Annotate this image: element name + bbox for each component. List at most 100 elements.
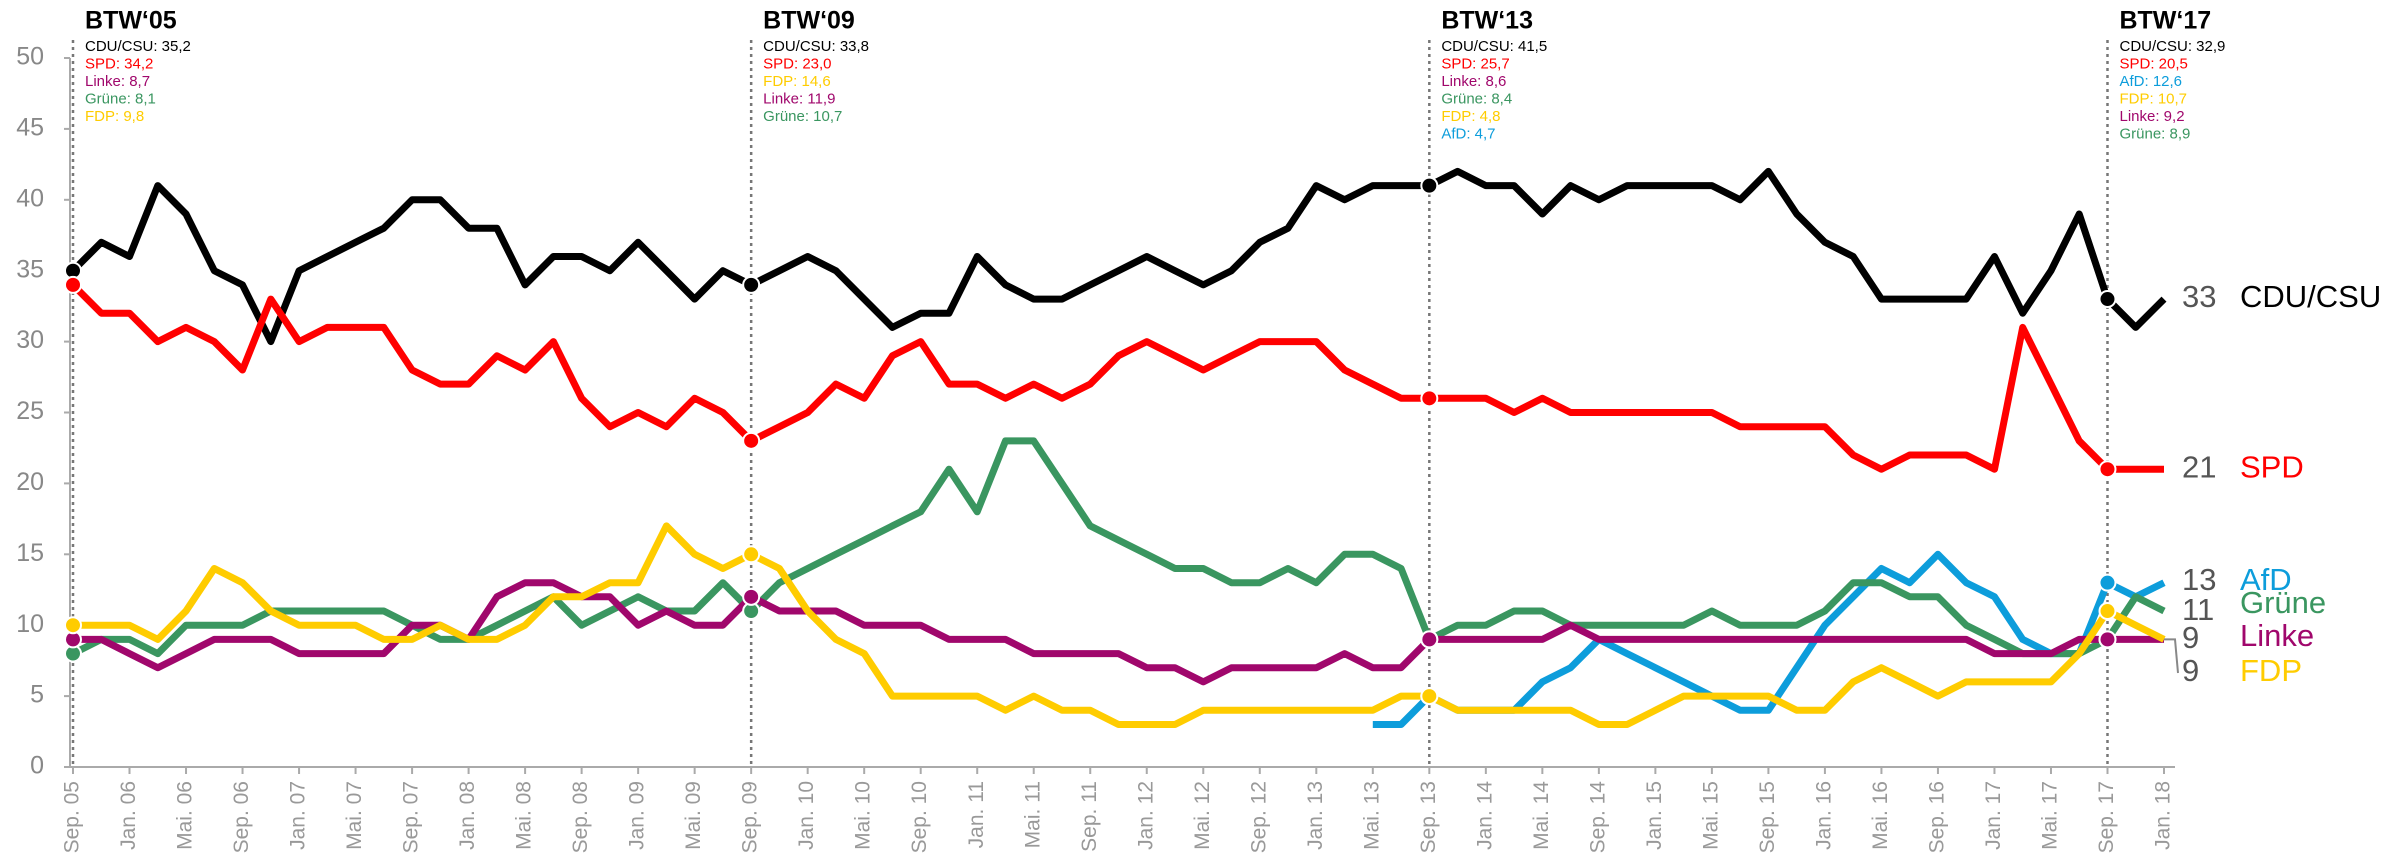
election-result: AfD: 4,7 — [1441, 125, 1495, 142]
series-line — [70, 167, 2167, 346]
election-result: Grüne: 10,7 — [763, 108, 842, 125]
election-result: CDU/CSU: 35,2 — [85, 38, 191, 55]
election-result: FDP: 4,8 — [1441, 108, 1500, 125]
x-tick-label: Sep. 13 — [1417, 781, 1440, 853]
election-marker — [742, 587, 761, 606]
end-value: 21 — [2182, 449, 2216, 484]
x-tick-label: Jan. 13 — [1304, 781, 1327, 850]
x-tick-label: Mai. 09 — [682, 781, 705, 850]
x-tick-label: Mai. 14 — [1530, 781, 1553, 850]
election-result: Grüne: 8,1 — [85, 90, 156, 107]
x-tick-label: Jan. 11 — [965, 781, 988, 848]
election-result: SPD: 23,0 — [763, 55, 831, 72]
x-tick-label: Mai. 16 — [1869, 781, 1892, 850]
end-value: 9 — [2182, 620, 2199, 655]
x-tick-label: Jan. 16 — [1812, 781, 1835, 850]
x-tick-label: Mai. 12 — [1191, 781, 1214, 850]
x-tick-label: Jan. 15 — [1643, 781, 1666, 850]
legend-label: Grüne — [2240, 585, 2326, 620]
end-value: 33 — [2182, 279, 2216, 314]
election-marker — [1420, 389, 1439, 408]
election-result: FDP: 9,8 — [85, 108, 144, 125]
y-tick-label: 15 — [16, 539, 44, 567]
y-tick-label: 20 — [16, 468, 44, 496]
y-tick-label: 5 — [30, 681, 44, 709]
series-line — [70, 282, 2164, 473]
y-tick-label: 25 — [16, 397, 44, 425]
election-result: Linke: 9,2 — [2119, 108, 2184, 125]
election-marker — [742, 275, 761, 294]
y-tick-label: 10 — [16, 610, 44, 638]
election-result: CDU/CSU: 33,8 — [763, 38, 869, 55]
x-tick-label: Mai. 06 — [174, 781, 197, 850]
series-line — [73, 579, 2164, 686]
election-marker — [2098, 290, 2117, 309]
election-title: BTW‘13 — [1441, 7, 1533, 35]
x-tick-label: Mai. 07 — [343, 781, 366, 850]
election-marker — [2098, 573, 2117, 592]
x-tick-label: Jan. 18 — [2152, 781, 2175, 850]
x-tick-label: Sep. 11 — [1078, 781, 1101, 852]
election-marker — [1420, 687, 1439, 706]
legend-label: SPD — [2240, 449, 2304, 484]
y-tick-label: 30 — [16, 326, 44, 354]
y-tick-label: 35 — [16, 255, 44, 283]
legend-label: Linke — [2240, 618, 2314, 653]
x-tick-label: Mai. 10 — [852, 781, 875, 850]
election-marker — [1420, 176, 1439, 195]
y-tick-label: 0 — [30, 752, 44, 780]
x-tick-label: Mai. 13 — [1360, 781, 1383, 850]
x-tick-label: Sep. 08 — [569, 781, 592, 853]
election-result: FDP: 14,6 — [763, 73, 831, 90]
end-value: 9 — [2182, 653, 2199, 688]
election-title: BTW‘09 — [763, 7, 855, 35]
y-tick-label: 50 — [16, 43, 44, 71]
y-tick-label: 45 — [16, 114, 44, 142]
x-tick-label: Mai. 17 — [2039, 781, 2062, 850]
election-marker — [2098, 602, 2117, 621]
x-tick-label: Jan. 09 — [626, 781, 649, 850]
election-result: Linke: 8,7 — [85, 73, 150, 90]
series-line — [73, 522, 2166, 728]
x-tick-label: Jan. 10 — [795, 781, 818, 850]
x-tick-label: Sep. 10 — [908, 781, 931, 853]
election-result: Grüne: 8,9 — [2119, 125, 2190, 142]
election-result: SPD: 25,7 — [1441, 55, 1509, 72]
x-tick-label: Jan. 07 — [287, 781, 310, 850]
legend-label: CDU/CSU — [2240, 279, 2381, 314]
legend-label: FDP — [2240, 653, 2302, 688]
election-result: Linke: 8,6 — [1441, 73, 1506, 90]
election-marker — [1420, 630, 1439, 649]
x-tick-label: Sep. 05 — [61, 781, 84, 853]
leader-line — [2164, 638, 2179, 674]
election-result: AfD: 12,6 — [2119, 73, 2182, 90]
election-marker — [64, 275, 82, 294]
x-tick-label: Jan. 12 — [1134, 781, 1157, 850]
x-tick-label: Sep. 16 — [1925, 781, 1948, 853]
election-marker — [742, 545, 761, 564]
election-marker — [2098, 630, 2117, 649]
election-title: BTW‘17 — [2119, 7, 2211, 35]
election-result: Linke: 11,9 — [763, 90, 835, 107]
election-marker — [742, 431, 761, 450]
x-tick-label: Jan. 08 — [456, 781, 479, 850]
election-title: BTW‘05 — [85, 7, 177, 35]
x-tick-label: Sep. 06 — [230, 781, 253, 853]
x-tick-label: Sep. 14 — [1586, 781, 1609, 854]
x-tick-label: Mai. 08 — [513, 781, 536, 850]
x-tick-label: Jan. 06 — [117, 781, 140, 850]
x-tick-label: Sep. 09 — [739, 781, 762, 853]
election-result: SPD: 20,5 — [2119, 55, 2187, 72]
x-tick-label: Jan. 14 — [1473, 781, 1496, 850]
election-result: Grüne: 8,4 — [1441, 90, 1512, 107]
election-result: CDU/CSU: 41,5 — [1441, 38, 1547, 55]
series-line — [71, 437, 2166, 658]
x-tick-label: Mai. 11 — [1021, 781, 1044, 848]
x-tick-label: Sep. 12 — [1247, 781, 1270, 853]
x-tick-label: Sep. 07 — [400, 781, 423, 853]
x-tick-label: Sep. 17 — [2095, 781, 2118, 853]
y-tick-label: 40 — [16, 184, 44, 212]
election-result: FDP: 10,7 — [2119, 90, 2187, 107]
x-tick-label: Jan. 17 — [1982, 781, 2005, 850]
